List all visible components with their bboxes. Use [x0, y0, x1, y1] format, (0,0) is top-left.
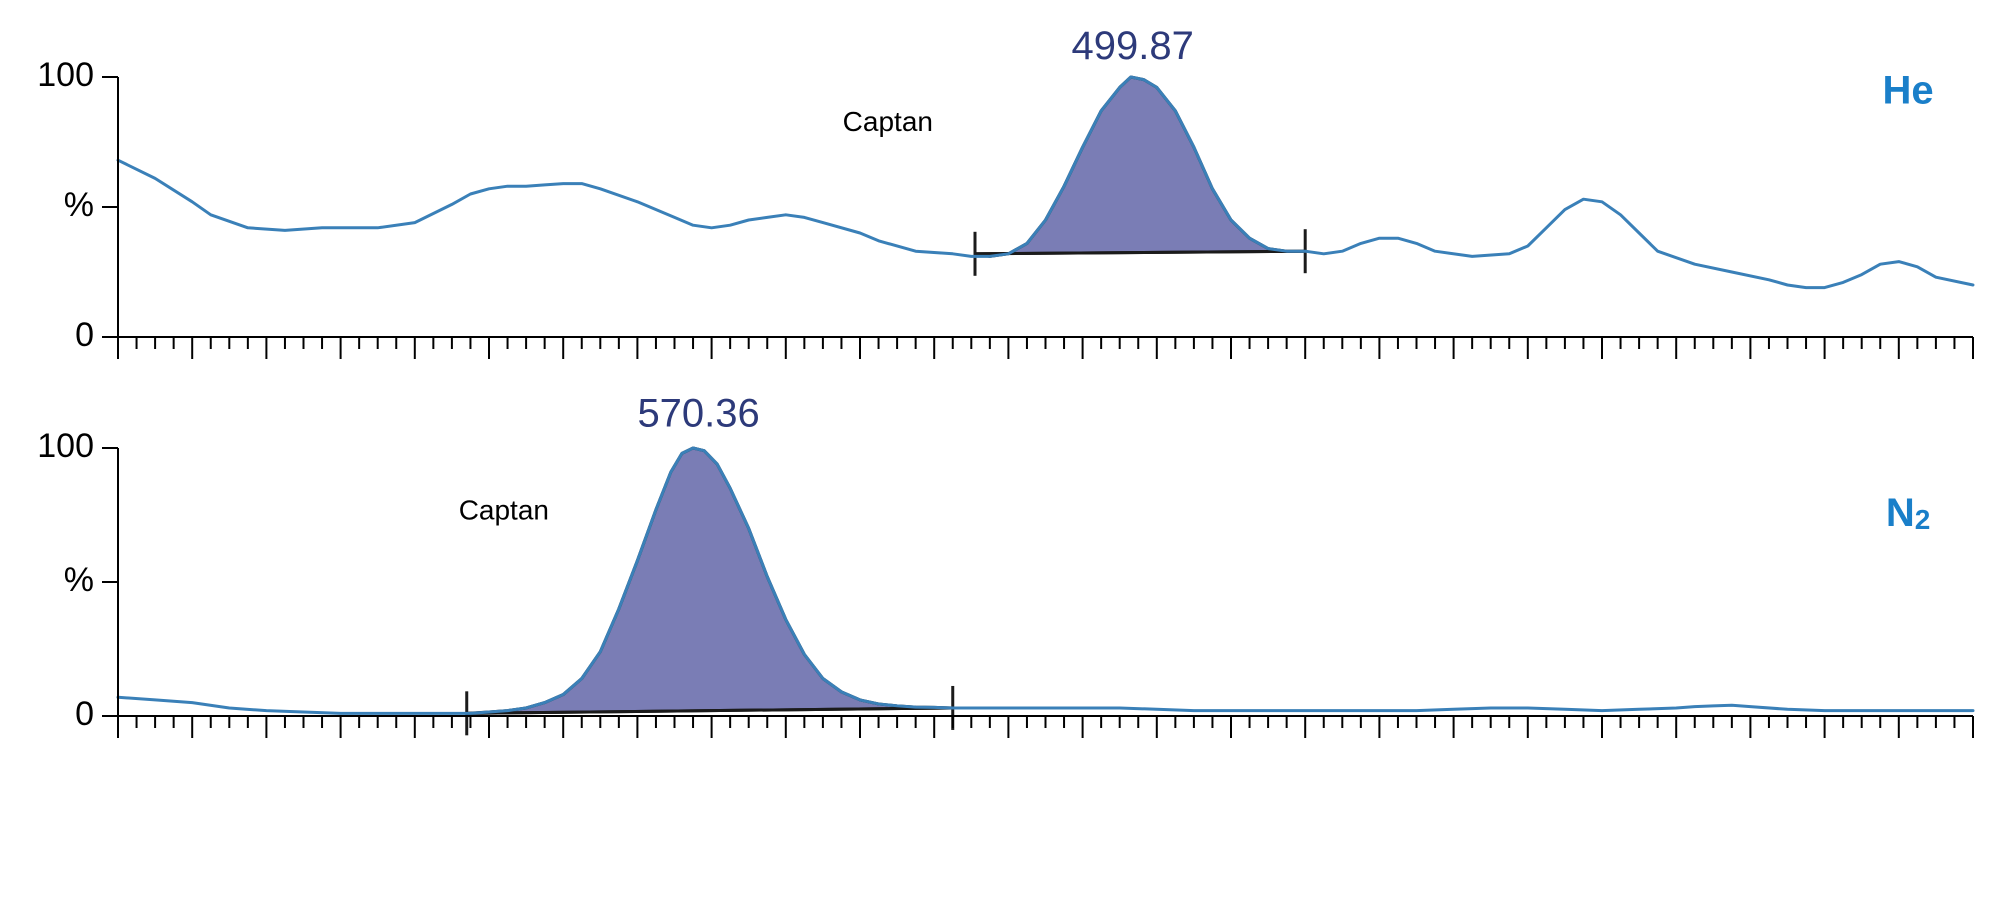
- chromatogram-line: [118, 448, 1973, 713]
- y-tick-label: 100: [37, 56, 94, 94]
- peak-value-label: 499.87: [1072, 24, 1194, 68]
- y-tick-label: 0: [75, 316, 94, 354]
- y-tick-label: %: [64, 561, 94, 599]
- panel-title: N2: [1886, 491, 1930, 536]
- panel-title: He: [1883, 68, 1934, 112]
- peak-fill: [467, 448, 953, 713]
- chromatogram-line: [118, 77, 1973, 288]
- y-tick-label: 0: [75, 695, 94, 733]
- y-tick-label: %: [64, 186, 94, 224]
- chromatogram-figure: 0% 100 499.87 Captan He 0% 100 570.36 Captan N2: [0, 0, 2000, 908]
- y-tick-label: 100: [37, 427, 94, 465]
- peak-value-label: 570.36: [637, 391, 759, 435]
- peak-name-label: Captan: [843, 106, 933, 137]
- peak-fill: [975, 77, 1305, 256]
- peak-name-label: Captan: [459, 495, 549, 526]
- chromatogram-panel-he: 0%100499.87CaptanHe: [20, 30, 1980, 370]
- chromatogram-panel-n2: 0%100570.36CaptanN2: [20, 420, 1980, 760]
